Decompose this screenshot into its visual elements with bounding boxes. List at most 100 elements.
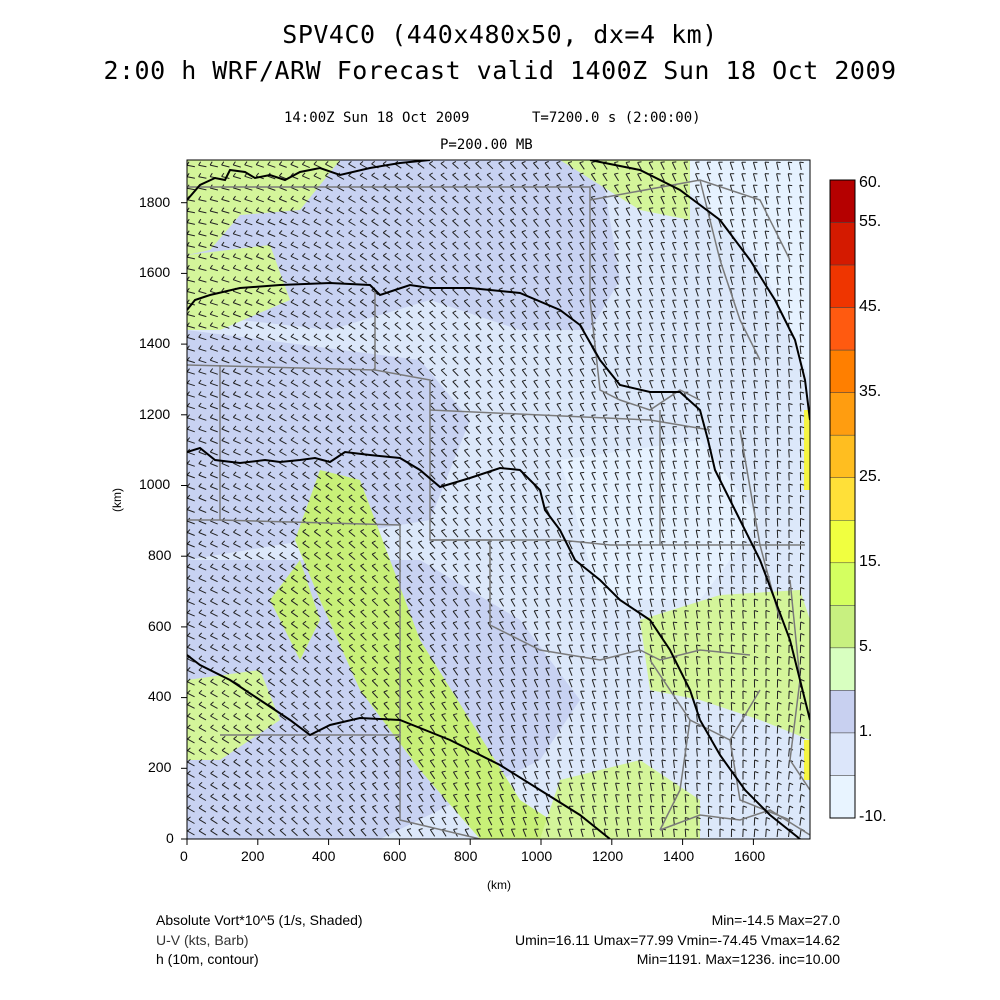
wind-barb-flag xyxy=(290,218,294,223)
wind-barb xyxy=(533,679,539,688)
wind-barb-flag xyxy=(765,334,770,336)
wind-barb xyxy=(244,416,253,422)
wind-barb xyxy=(187,451,195,456)
wind-barb xyxy=(498,243,505,250)
wind-barb xyxy=(521,254,528,262)
wind-barb xyxy=(522,553,527,561)
wind-barb-flag xyxy=(464,402,469,405)
wind-barb xyxy=(198,646,207,652)
wind-barb xyxy=(198,635,207,640)
wind-barb-flag xyxy=(452,333,457,337)
wind-barb-flag xyxy=(233,494,237,499)
wind-barb-flag xyxy=(187,529,191,533)
wind-barb-flag xyxy=(441,517,446,520)
wind-barb xyxy=(198,681,207,686)
wind-barb-flag xyxy=(313,379,318,383)
wind-barb-flag xyxy=(371,540,376,544)
wind-barb xyxy=(556,174,562,181)
wind-barb xyxy=(580,633,584,642)
wind-barb xyxy=(406,645,413,653)
wind-barb xyxy=(626,667,630,677)
wind-barb xyxy=(267,336,276,341)
wind-barb xyxy=(799,161,802,171)
wind-barb xyxy=(510,564,516,573)
wind-barb xyxy=(337,611,344,618)
wind-barb xyxy=(406,680,413,687)
wind-barb xyxy=(405,255,414,261)
wind-barb-flag xyxy=(313,195,318,200)
wind-barb-flag xyxy=(498,253,503,256)
wind-barb-flag xyxy=(591,379,596,382)
wind-barb xyxy=(244,313,253,318)
wind-barb xyxy=(314,623,321,629)
wind-barb-flag xyxy=(279,310,283,315)
wind-barb xyxy=(290,405,299,410)
wind-barb-flag xyxy=(221,540,226,545)
wind-barb-flag xyxy=(777,598,782,601)
wind-barb-flag xyxy=(371,505,376,509)
wind-barb xyxy=(625,392,631,400)
wind-barb-flag xyxy=(452,414,457,417)
wind-barb xyxy=(776,357,779,366)
wind-barb-flag xyxy=(406,206,410,211)
wind-barb xyxy=(741,230,745,240)
wind-barb xyxy=(522,564,527,573)
wind-barb xyxy=(441,507,447,515)
wind-barb-flag xyxy=(545,563,550,566)
wind-barb-flag xyxy=(614,299,619,301)
wind-barb xyxy=(730,587,733,596)
wind-barb-flag xyxy=(800,506,805,509)
wind-barb-flag xyxy=(187,402,191,407)
wind-barb xyxy=(440,266,448,273)
wind-barb xyxy=(244,370,253,376)
wind-barb xyxy=(568,599,573,607)
wind-barb-flag xyxy=(545,402,550,405)
wind-barb-flag xyxy=(799,334,805,336)
wind-barb-flag xyxy=(255,356,260,361)
wind-barb-flag xyxy=(800,598,805,601)
wind-barb xyxy=(371,508,379,514)
wind-barb xyxy=(614,323,619,331)
wind-barb-flag xyxy=(440,367,446,371)
wind-barb-flag xyxy=(406,390,411,394)
wind-barb-flag xyxy=(730,587,736,589)
wind-barb xyxy=(741,208,745,216)
wind-barb xyxy=(429,565,436,572)
wind-barb-flag xyxy=(579,264,584,267)
wind-barb xyxy=(406,381,413,388)
wind-barb xyxy=(626,576,630,584)
wind-barb xyxy=(267,474,276,479)
wind-barb-flag xyxy=(545,598,550,600)
wind-barb-flag xyxy=(221,379,225,384)
wind-barb-flag xyxy=(753,437,758,440)
wind-barb-flag xyxy=(556,195,561,198)
wind-barb-flag xyxy=(302,563,307,567)
wind-barb xyxy=(359,232,368,238)
wind-barb xyxy=(602,231,608,239)
wind-barb xyxy=(210,348,218,352)
wind-barb xyxy=(210,508,218,514)
wind-barb xyxy=(394,507,402,515)
wind-barb-flag xyxy=(198,690,203,694)
wind-barb-flag xyxy=(533,253,538,256)
wind-barb xyxy=(187,623,195,629)
wind-barb xyxy=(752,162,757,170)
wind-barb xyxy=(648,300,654,308)
wind-barb-flag xyxy=(533,241,538,244)
wind-barb xyxy=(684,667,687,677)
wind-barb xyxy=(360,473,367,480)
wind-barb xyxy=(360,508,367,514)
wind-barb xyxy=(233,325,241,329)
wind-barb xyxy=(614,587,619,596)
wind-barb-flag xyxy=(602,218,607,221)
wind-barb-flag xyxy=(568,368,573,371)
wind-barb xyxy=(233,451,241,456)
wind-barb xyxy=(348,611,356,618)
wind-barb xyxy=(498,300,505,308)
wind-barb xyxy=(718,345,722,355)
wind-barb-flag xyxy=(626,207,631,209)
wind-barb-flag xyxy=(360,471,365,475)
wind-barb xyxy=(533,564,539,573)
wind-barb xyxy=(452,576,459,584)
wind-barb-flag xyxy=(499,621,504,624)
